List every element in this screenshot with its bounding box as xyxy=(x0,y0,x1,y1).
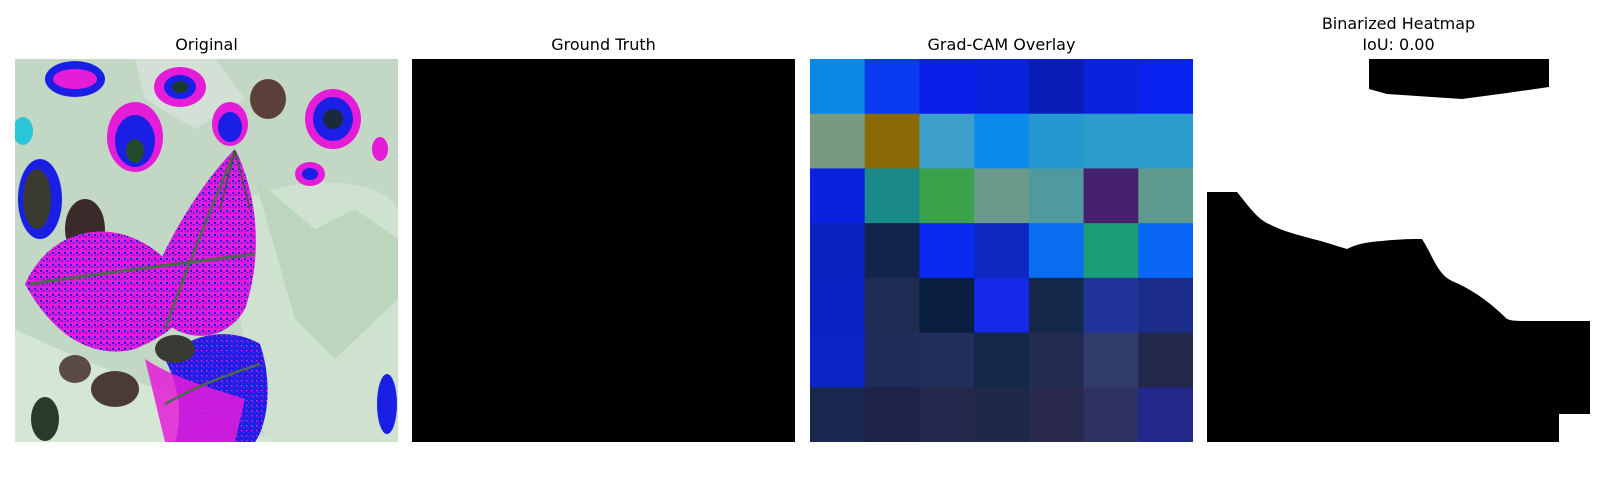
gradcam-cell xyxy=(1083,59,1139,115)
gradcam-cell xyxy=(864,223,920,279)
gradcam-overlay-heatmap xyxy=(810,59,1193,442)
gradcam-cell xyxy=(919,277,975,334)
gradcam-cell xyxy=(1138,277,1193,334)
gradcam-cell xyxy=(864,387,920,442)
gradcam-cell xyxy=(1083,387,1139,442)
gradcam-cell xyxy=(864,113,920,169)
gradcam-cell xyxy=(810,59,866,115)
gradcam-cell xyxy=(810,277,866,334)
gradcam-cell xyxy=(919,168,975,224)
gradcam-cell xyxy=(864,168,920,224)
ground-truth-mask xyxy=(412,59,795,442)
gradcam-cell xyxy=(810,387,866,442)
gradcam-cell xyxy=(974,168,1030,224)
gradcam-cell xyxy=(864,59,920,115)
gradcam-cell xyxy=(974,223,1030,279)
gradcam-cell xyxy=(1138,168,1193,224)
gradcam-cell xyxy=(1028,387,1085,442)
gradcam-cell xyxy=(810,332,866,388)
iou-score-label: IoU: 0.00 xyxy=(1362,35,1435,54)
gradcam-cell xyxy=(919,332,975,388)
gradcam-cell xyxy=(974,332,1030,388)
gradcam-cell xyxy=(919,113,975,169)
ground-truth-title: Ground Truth xyxy=(551,35,656,54)
gradcam-cell xyxy=(810,223,866,279)
gradcam-cell xyxy=(1083,332,1139,388)
original-title: Original xyxy=(175,35,238,54)
gradcam-cell xyxy=(1138,113,1193,169)
gradcam-cell xyxy=(864,332,920,388)
gradcam-cell xyxy=(1028,168,1085,224)
gradcam-cell xyxy=(864,277,920,334)
gradcam-cell xyxy=(1083,113,1139,169)
gradcam-cell xyxy=(974,387,1030,442)
original-image xyxy=(15,59,398,442)
gradcam-cell xyxy=(1138,332,1193,388)
gradcam-cell xyxy=(1028,332,1085,388)
gradcam-cell xyxy=(974,277,1030,334)
gradcam-cell xyxy=(1028,59,1085,115)
gradcam-overlay-title: Grad-CAM Overlay xyxy=(927,35,1076,54)
gradcam-cell xyxy=(974,59,1030,115)
gradcam-cell xyxy=(1028,113,1085,169)
gradcam-cell xyxy=(919,223,975,279)
gradcam-cell xyxy=(810,113,866,169)
binary-mask-top xyxy=(1369,59,1549,99)
gradcam-cell xyxy=(1138,59,1193,115)
gradcam-cell xyxy=(1028,277,1085,334)
gradcam-cell xyxy=(1083,277,1139,334)
gradcam-cell xyxy=(1138,223,1193,279)
gradcam-cell xyxy=(1083,223,1139,279)
gradcam-cell xyxy=(974,113,1030,169)
gradcam-cell xyxy=(1028,223,1085,279)
binarized-heatmap-title: Binarized Heatmap xyxy=(1321,14,1476,33)
gradcam-cell xyxy=(1138,387,1193,442)
binary-mask-bottom xyxy=(1207,192,1590,442)
gradcam-cell xyxy=(810,168,866,224)
gradcam-cell xyxy=(919,59,975,115)
binarized-heatmap xyxy=(1207,59,1590,442)
gradcam-cell xyxy=(919,387,975,442)
gradcam-cell xyxy=(1083,168,1139,224)
